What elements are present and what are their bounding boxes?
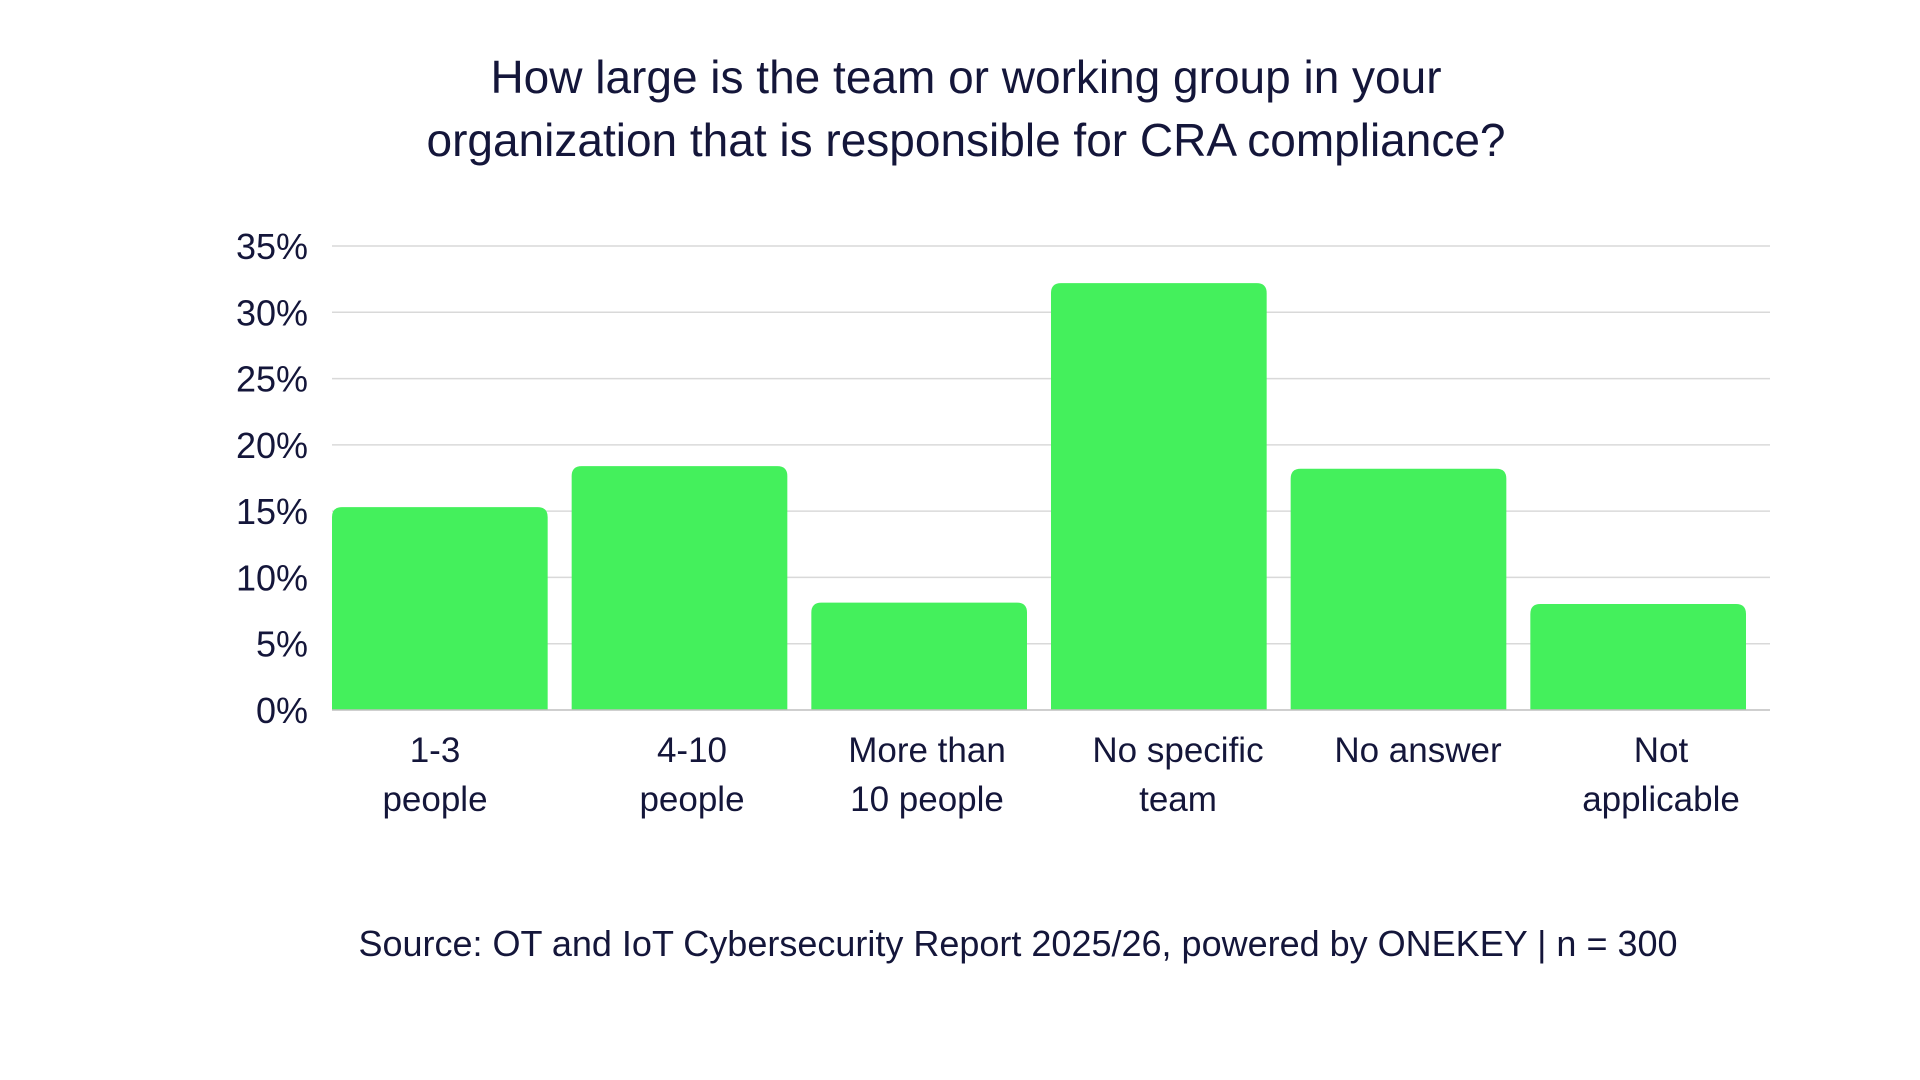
chart-title: How large is the team or working group i… [426, 51, 1505, 166]
y-tick-label: 30% [236, 292, 308, 333]
x-category-label-line: No specific [1092, 731, 1263, 770]
y-tick-label: 25% [236, 359, 308, 400]
y-tick-label: 15% [236, 491, 308, 532]
x-category-label-line: No answer [1334, 731, 1502, 770]
x-category-label-line: applicable [1582, 780, 1740, 819]
x-category-label-line: 4-10 [657, 731, 727, 770]
x-axis-category-labels: 1-3 people 4-10 people More than 10 people No … [382, 731, 1739, 819]
y-tick-label: 5% [256, 624, 308, 665]
x-category-label-line: people [382, 780, 487, 819]
bar [571, 466, 788, 710]
bar [1290, 468, 1507, 710]
y-tick-label: 10% [236, 557, 308, 598]
bar [332, 507, 548, 710]
x-category-label: No answer [1334, 731, 1502, 770]
x-category-label-line: More than [848, 731, 1006, 770]
x-category-label-line: 10 people [850, 780, 1004, 819]
x-category-label: Not applicable [1582, 731, 1740, 819]
bar [1530, 603, 1746, 710]
x-category-label-line: team [1139, 780, 1217, 819]
x-category-label: 1-3 people [382, 731, 487, 819]
y-tick-label: 35% [236, 226, 308, 267]
x-category-label-line: Not [1634, 731, 1689, 770]
chart-title-line-1: How large is the team or working group i… [490, 51, 1441, 103]
chart-title-line-2: organization that is responsible for CRA… [426, 114, 1505, 166]
bars [332, 283, 1746, 710]
y-tick-label: 20% [236, 425, 308, 466]
x-category-label-line: 1-3 [410, 731, 461, 770]
source-note: Source: OT and IoT Cybersecurity Report … [358, 923, 1677, 964]
x-category-label: More than 10 people [848, 731, 1006, 819]
y-tick-label: 0% [256, 690, 308, 731]
x-category-label-line: people [639, 780, 744, 819]
x-category-label: No specific team [1092, 731, 1263, 819]
y-axis-tick-labels: 0% 5% 10% 15% 20% 25% 30% 35% [236, 226, 308, 731]
x-category-label: 4-10 people [639, 731, 744, 819]
bar [1051, 283, 1267, 710]
bar [811, 602, 1027, 710]
